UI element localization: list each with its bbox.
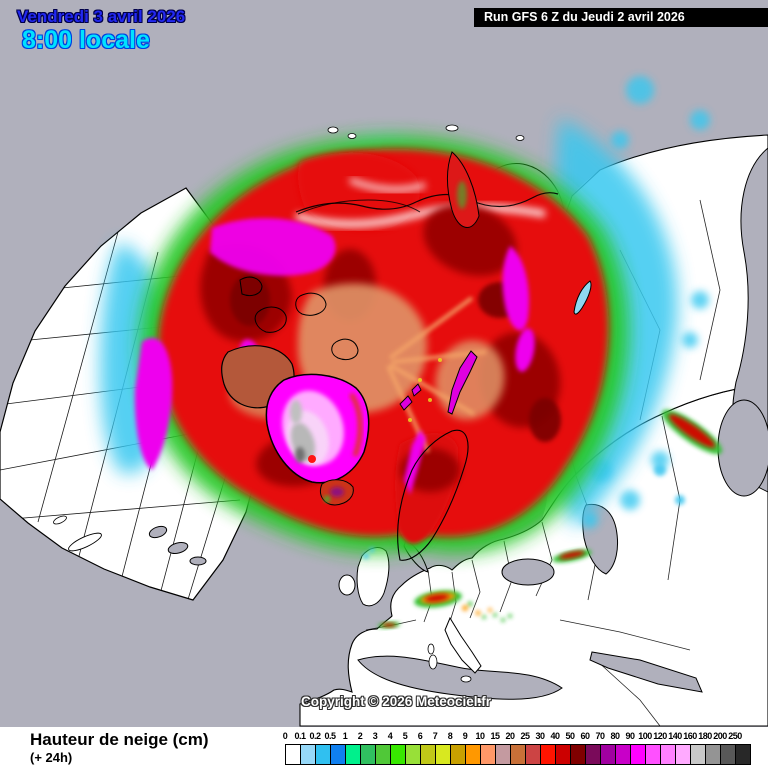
scale-tick: 7 [432, 731, 438, 741]
iceland [320, 479, 354, 506]
scale-cell [360, 744, 376, 765]
scale-tick: 8 [447, 731, 453, 741]
scale-cell [435, 744, 451, 765]
scale-tick: 70 [595, 731, 605, 741]
scale-cell [540, 744, 556, 765]
scale-tick: 160 [683, 731, 697, 741]
arctic-islands [327, 124, 525, 141]
scale-tick: 0.5 [324, 731, 336, 741]
scale-tick: 250 [728, 731, 742, 741]
scale-tick: 1 [342, 731, 348, 741]
scale-cell [390, 744, 406, 765]
scale-tick: 140 [668, 731, 682, 741]
scale-tick: 90 [625, 731, 635, 741]
scale-cell [705, 744, 721, 765]
validity-label: (+ 24h) [30, 750, 73, 765]
scale-tick: 9 [462, 731, 468, 741]
scale-tick: 80 [610, 731, 620, 741]
run-info-bar: Run GFS 6 Z du Jeudi 2 avril 2026 [474, 8, 768, 27]
scale-cell [555, 744, 571, 765]
scale-cell [315, 744, 331, 765]
scale-cell [450, 744, 466, 765]
run-info-label: Run GFS 6 Z du Jeudi 2 avril 2026 [484, 10, 685, 24]
scale-tick: 200 [713, 731, 727, 741]
copyright-label: Copyright © 2026 Meteociel.fr [301, 694, 491, 709]
legend-bar: Hauteur de neige (cm) (+ 24h) 0 0.1 0.2 0.5… [0, 727, 768, 768]
scale-cell [645, 744, 661, 765]
scale-cell [720, 744, 736, 765]
scale-cell [510, 744, 526, 765]
scale-cell [570, 744, 586, 765]
svalbard [399, 383, 422, 411]
scale-tick: 6 [417, 731, 423, 741]
scale-cell [690, 744, 706, 765]
scale-tick: 15 [490, 731, 500, 741]
snow-depth-map [0, 76, 768, 727]
arctic-coastlines [239, 192, 559, 361]
scale-tick: 50 [565, 731, 575, 741]
parameter-label: Hauteur de neige (cm) [30, 730, 209, 749]
greenland [265, 373, 370, 484]
scale-tick: 4 [387, 731, 393, 741]
scale-tick: 30 [535, 731, 545, 741]
snow-field [100, 76, 710, 554]
scale-cell [345, 744, 361, 765]
scale-tick: 40 [550, 731, 560, 741]
scale-cell [420, 744, 436, 765]
scale-tick: 25 [520, 731, 530, 741]
scale-cell [600, 744, 616, 765]
scale-tick: 180 [698, 731, 712, 741]
scale-tick: 5 [402, 731, 408, 741]
scale-tick: 10 [475, 731, 485, 741]
uk-ireland [338, 547, 390, 607]
station-marker [308, 455, 316, 463]
scale-cell [660, 744, 676, 765]
scale-cell [405, 744, 421, 765]
scale-cell [375, 744, 391, 765]
scale-cell [330, 744, 346, 765]
color-scale-cells [285, 744, 751, 766]
scale-cell [300, 744, 316, 765]
scale-tick: 20 [505, 731, 515, 741]
valid-time-label: 8:00 locale [22, 26, 150, 54]
scale-tick: 0 [282, 731, 288, 741]
scale-tick: 0.2 [309, 731, 321, 741]
scale-cell [465, 744, 481, 765]
scale-tick: 3 [372, 731, 378, 741]
scale-cell [630, 744, 646, 765]
scale-cell [285, 744, 301, 765]
scale-tick: 100 [638, 731, 652, 741]
novaya-zemlya [447, 350, 478, 415]
scale-cell [525, 744, 541, 765]
scale-cell [675, 744, 691, 765]
scale-cell [480, 744, 496, 765]
color-scale: 0 0.1 0.2 0.5 1 2 3 4 5 6 7 8 9 10 15 20 25 30 40 50 60 70 80 9… [282, 731, 765, 768]
scandinavia-coast [397, 429, 469, 561]
scale-cell [585, 744, 601, 765]
lake-baikal [573, 280, 592, 315]
scale-tick: 2 [357, 731, 363, 741]
color-scale-ticks: 0 0.1 0.2 0.5 1 2 3 4 5 6 7 8 9 10 15 20 25 30 40 50 60 70 80 9… [282, 731, 755, 742]
kamchatka [447, 151, 480, 228]
valid-date-label: Vendredi 3 avril 2026 [17, 7, 186, 26]
scale-cell [615, 744, 631, 765]
scale-cell [735, 744, 751, 765]
scale-cell [495, 744, 511, 765]
scale-tick: 60 [580, 731, 590, 741]
scale-tick: 0.1 [294, 731, 306, 741]
mountain-snow [363, 409, 723, 629]
italy [427, 616, 482, 683]
map-area: Vendredi 3 avril 2026 8:00 locale Run GF… [0, 7, 768, 727]
scale-tick: 120 [653, 731, 667, 741]
